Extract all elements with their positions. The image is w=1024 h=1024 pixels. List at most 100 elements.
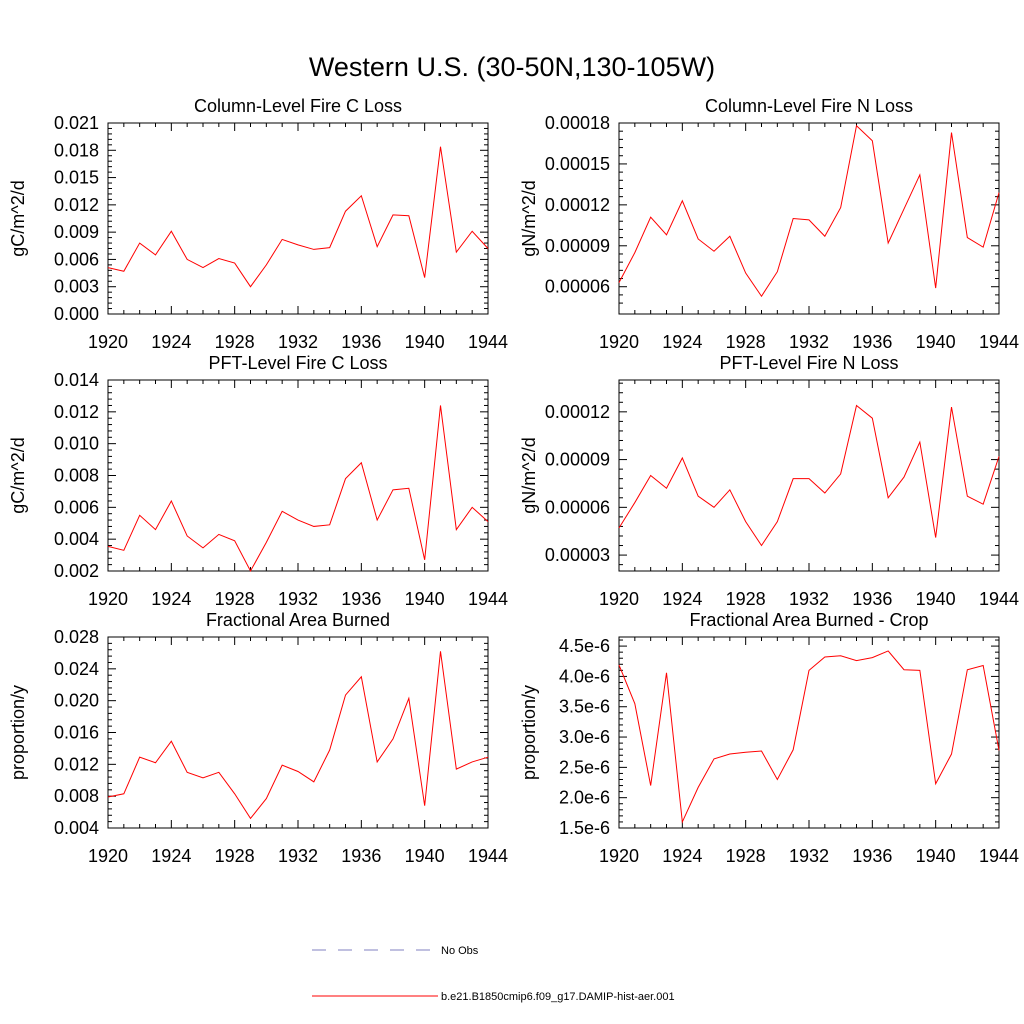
x-tick-label: 1924 [151,846,191,866]
series-line-model [107,651,489,820]
x-tick-label: 1944 [979,589,1019,609]
x-tick-label: 1920 [599,589,639,609]
y-tick-label: 0.008 [54,466,99,486]
x-tick-label: 1928 [726,846,766,866]
x-tick-label: 1920 [88,332,128,352]
y-axis-label: gC/m^2/d [8,437,28,513]
y-tick-label: 0.00009 [545,450,610,470]
y-tick-label: 0.018 [54,140,99,160]
x-tick-label: 1924 [151,589,191,609]
y-tick-label: 0.006 [54,249,99,269]
x-tick-label: 1920 [88,846,128,866]
panel-title: Column-Level Fire C Loss [194,96,402,116]
x-tick-label: 1940 [916,589,956,609]
y-tick-label: 0.009 [54,222,99,242]
y-tick-label: 0.028 [54,627,99,647]
panel-5: Fractional Area Burned proportion/y 1920 19… [8,610,508,866]
y-tick-label: 0.014 [54,370,99,390]
x-tick-label: 1944 [979,332,1019,352]
x-tick-label: 1932 [278,589,318,609]
plot-frame [618,379,1000,572]
y-tick-label: 0.010 [54,434,99,454]
y-tick-label: 0.021 [54,113,99,133]
panel-title: Fractional Area Burned [206,610,390,630]
y-tick-label: 2.5e-6 [559,757,610,777]
y-tick-label: 0.004 [54,529,99,549]
y-tick-label: 0.012 [54,754,99,774]
plot-frame [107,636,489,829]
panel-4: PFT-Level Fire N Loss gN/m^2/d 1920 1924 192… [519,353,1019,609]
series-line-model [107,146,489,288]
x-tick-label: 1924 [151,332,191,352]
figure-title: Western U.S. (30-50N,130-105W) [309,52,715,82]
x-tick-label: 1928 [726,332,766,352]
y-tick-label: 3.0e-6 [559,727,610,747]
x-tick-label: 1928 [726,589,766,609]
y-tick-label: 0.00018 [545,113,610,133]
panel-6: Fractional Area Burned - Crop proportion/… [519,610,1019,866]
x-tick-label: 1940 [405,846,445,866]
panel-title: PFT-Level Fire N Loss [719,353,898,373]
plot-frame [618,636,1000,829]
x-tick-label: 1928 [215,846,255,866]
y-tick-label: 0.024 [54,659,99,679]
y-tick-label: 0.004 [54,818,99,838]
x-tick-label: 1936 [852,846,892,866]
x-tick-label: 1920 [88,589,128,609]
plot-frame [107,379,489,572]
x-tick-label: 1940 [405,332,445,352]
series-line-model [107,405,489,573]
x-tick-label: 1928 [215,332,255,352]
y-axis-label: proportion/y [519,685,539,780]
y-tick-label: 0.00006 [545,497,610,517]
y-axis-label: gN/m^2/d [519,180,539,256]
x-tick-label: 1924 [662,332,702,352]
panel-2: Column-Level Fire N Loss gN/m^2/d 1920 1924… [519,96,1019,352]
x-tick-label: 1928 [215,589,255,609]
x-tick-label: 1936 [852,589,892,609]
x-tick-label: 1932 [789,589,829,609]
panel-grid: Column-Level Fire C Loss gC/m^2/d 1920 1924… [8,96,1019,866]
x-tick-label: 1944 [468,332,508,352]
x-tick-label: 1940 [916,332,956,352]
x-tick-label: 1932 [278,846,318,866]
y-tick-label: 0.016 [54,723,99,743]
panel-title: Fractional Area Burned - Crop [689,610,928,630]
panel-3: PFT-Level Fire C Loss gC/m^2/d 1920 1924 192… [8,353,508,609]
x-tick-label: 1936 [341,589,381,609]
x-tick-label: 1940 [916,846,956,866]
y-tick-label: 0.002 [54,561,99,581]
y-tick-label: 4.5e-6 [559,636,610,656]
y-tick-label: 0.020 [54,691,99,711]
y-tick-label: 0.012 [54,402,99,422]
y-axis-label: gC/m^2/d [8,180,28,256]
y-axis-label: proportion/y [8,685,28,780]
x-tick-label: 1932 [789,846,829,866]
y-tick-label: 0.000 [54,304,99,324]
y-tick-label: 1.5e-6 [559,818,610,838]
x-tick-label: 1936 [341,332,381,352]
x-tick-label: 1944 [979,846,1019,866]
panel-1: Column-Level Fire C Loss gC/m^2/d 1920 1924… [8,96,508,352]
x-tick-label: 1924 [662,846,702,866]
x-tick-label: 1940 [405,589,445,609]
x-tick-label: 1936 [341,846,381,866]
y-tick-label: 0.00012 [545,195,610,215]
y-tick-label: 0.00009 [545,236,610,256]
y-tick-label: 0.00012 [545,402,610,422]
y-tick-label: 0.006 [54,497,99,517]
legend: No Obs b.e21.B1850cmip6.f09_g17.DAMIP-hi… [312,945,675,1003]
y-tick-label: 0.012 [54,195,99,215]
x-tick-label: 1944 [468,589,508,609]
panel-title: PFT-Level Fire C Loss [208,353,387,373]
y-tick-label: 3.5e-6 [559,697,610,717]
plot-frame [618,122,1000,315]
y-tick-label: 0.003 [54,277,99,297]
y-tick-label: 2.0e-6 [559,788,610,808]
x-tick-label: 1932 [278,332,318,352]
y-tick-label: 0.008 [54,786,99,806]
series-line-model [618,124,1000,298]
legend-label-no-obs: No Obs [441,945,479,957]
x-tick-label: 1924 [662,589,702,609]
